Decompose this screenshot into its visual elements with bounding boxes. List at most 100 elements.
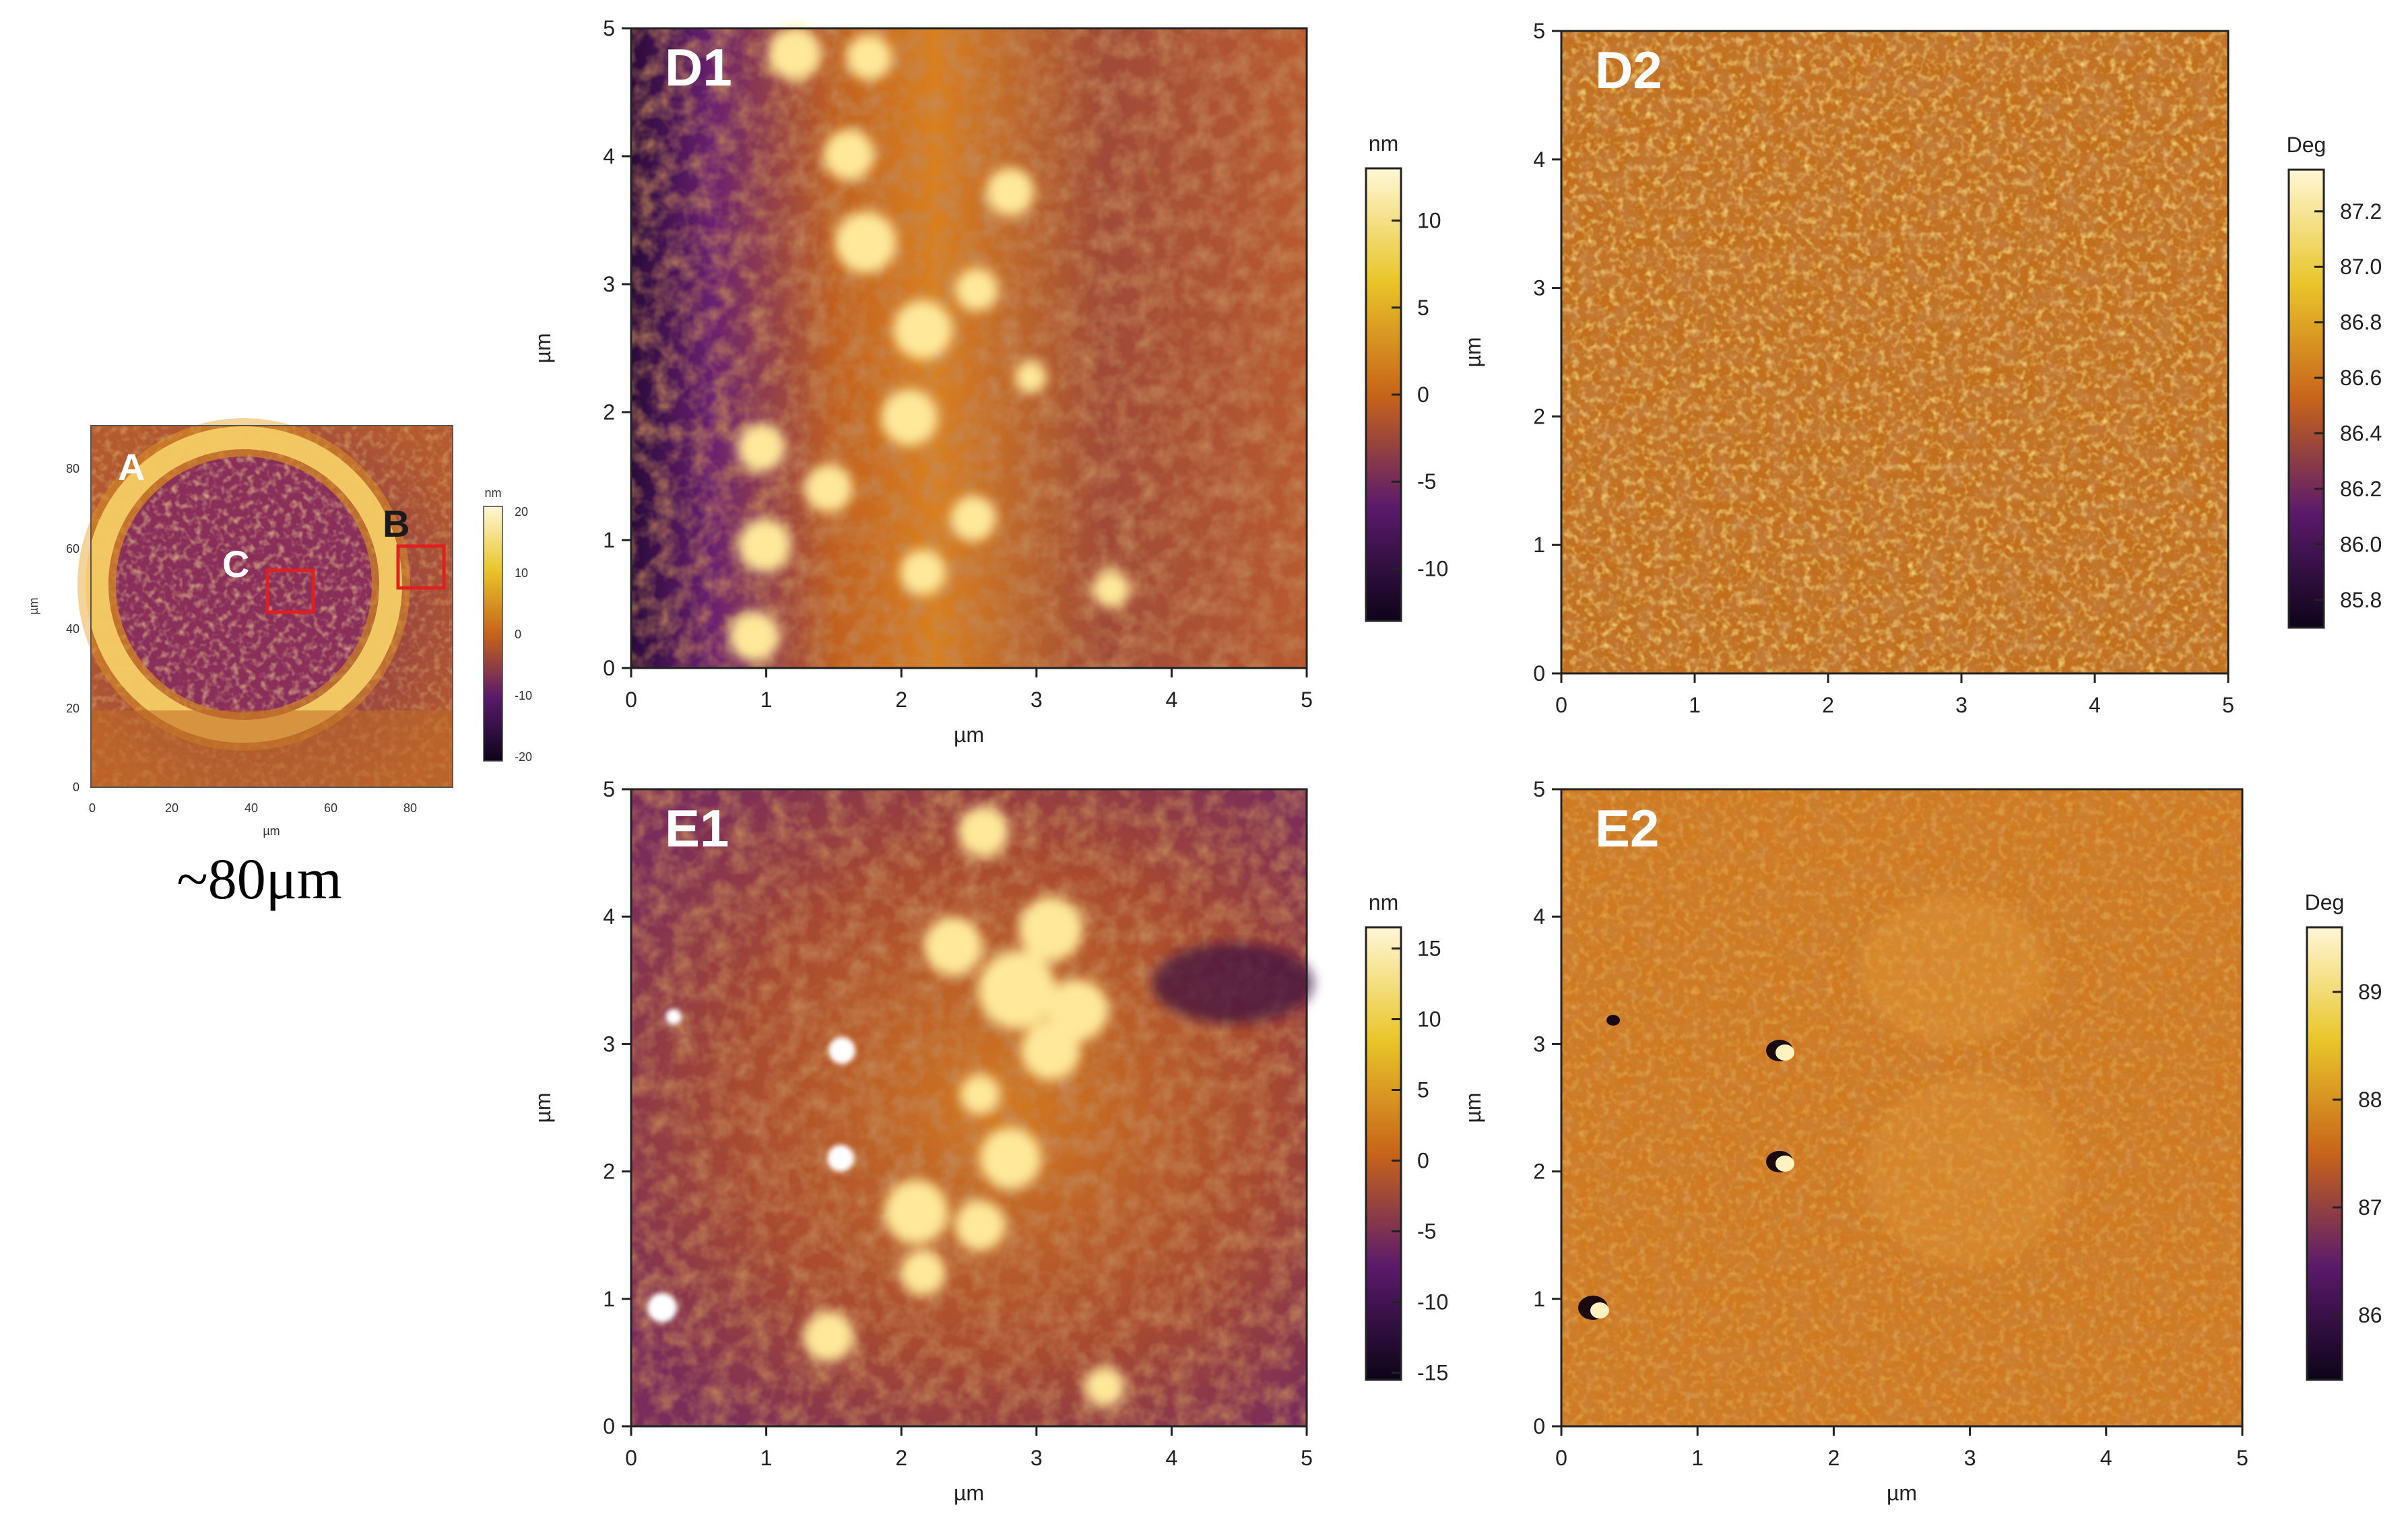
panel-e2-ytick-4: 4: [1533, 904, 1545, 929]
panel-d2-cbtick-86.6: 86.6: [2340, 366, 2382, 390]
panel-d2-ytick-4: 4: [1533, 147, 1545, 172]
panel-d2-cbtick-87.2: 87.2: [2340, 199, 2382, 224]
panel-d2-ylabel: µm: [1461, 337, 1485, 367]
panel-d1-ytick-0: 0: [603, 656, 615, 680]
panel-e1-ytick-3: 3: [603, 1032, 615, 1056]
panel-d2-cbtick-85.8: 85.8: [2340, 588, 2382, 612]
panel-e2-xtick-1: 1: [1691, 1446, 1703, 1470]
panel-e1-xtick-2: 2: [895, 1446, 907, 1470]
panel-e2-xtick-5: 5: [2236, 1446, 2248, 1470]
overview-cbtick-10: 10: [515, 566, 528, 580]
panel-e1-cbtick--10: -10: [1417, 1290, 1448, 1314]
panel-d2-xtick-5: 5: [2222, 693, 2234, 717]
panel-d2-image: [1561, 31, 2228, 673]
overview-xtick-80: 80: [403, 801, 417, 815]
overview-xtick-20: 20: [165, 801, 178, 815]
panel-d2-colorbar-unit: Deg: [2287, 133, 2326, 157]
panel-d1-xtick-5: 5: [1301, 688, 1313, 712]
panel-d1-ytick-3: 3: [603, 272, 615, 296]
panel-e2-cbtick-88: 88: [2358, 1088, 2382, 1112]
overview-cbtick-0: 0: [515, 628, 521, 641]
panel-d1-cbtick--5: -5: [1417, 469, 1436, 494]
roi-box-b: [396, 544, 446, 590]
panel-d2-xtick-0: 0: [1555, 693, 1567, 717]
panel-e2-cbtick-87: 87: [2358, 1195, 2382, 1220]
panel-d2-xtick-4: 4: [2089, 693, 2101, 717]
panel-d2-ytick-2: 2: [1533, 404, 1545, 428]
overview-cbtick-m20: -20: [515, 750, 532, 764]
panel-e1-ytick-2: 2: [603, 1160, 615, 1184]
panel-d1-xlabel: µm: [954, 723, 984, 747]
overview-ytick-60: 60: [66, 542, 79, 556]
panel-e1-ytick-0: 0: [603, 1414, 615, 1438]
panel-e2-ytick-1: 1: [1533, 1287, 1545, 1311]
panel-e1-colorbar: [1365, 926, 1402, 1381]
panel-d2-cbtick-86.4: 86.4: [2340, 422, 2382, 446]
panel-e1-xtick-5: 5: [1301, 1446, 1313, 1470]
overview-label-b: B: [383, 502, 410, 545]
panel-e1-cbtick-10: 10: [1417, 1007, 1441, 1032]
panel-d1-label: D1: [665, 38, 732, 97]
panel-e1-xlabel: µm: [954, 1481, 984, 1505]
panel-d2-ytick-3: 3: [1533, 276, 1545, 300]
panel-e1-xtick-0: 0: [625, 1446, 637, 1470]
panel-e1-image: [631, 789, 1313, 1426]
overview-ylabel: µm: [27, 597, 40, 614]
panel-d1-xtick-0: 0: [625, 688, 637, 712]
panel-e2-ylabel: µm: [1461, 1092, 1485, 1123]
panel-e1-label: E1: [665, 799, 729, 858]
panel-d2-xtick-2: 2: [1822, 693, 1834, 717]
panel-e1-cbtick--5: -5: [1417, 1220, 1436, 1244]
panel-d2-cbtick-86.2: 86.2: [2340, 477, 2382, 501]
panel-d1-xtick-2: 2: [895, 688, 907, 712]
panel-d1-colorbar: [1365, 167, 1402, 622]
panel-e2-frame: [1560, 788, 2244, 1428]
panel-e2-xtick-4: 4: [2100, 1446, 2112, 1470]
overview-cbtick-20: 20: [515, 505, 528, 519]
overview-ytick-80: 80: [66, 462, 79, 475]
panel-d2-cbtick-86.8: 86.8: [2340, 310, 2382, 335]
panel-e1-ytick-5: 5: [603, 777, 615, 801]
panel-d1-frame: [630, 27, 1308, 669]
panel-e2-ytick-2: 2: [1533, 1160, 1545, 1184]
panel-d1-ylabel: µm: [531, 333, 555, 363]
panel-d2-xtick-1: 1: [1689, 693, 1701, 717]
panel-e2-colorbar-unit: Deg: [2305, 890, 2345, 914]
overview-xlabel: µm: [263, 824, 280, 838]
panel-e2-ytick-3: 3: [1533, 1032, 1545, 1056]
panel-d2-ytick-1: 1: [1533, 533, 1545, 557]
panel-e1-ytick-4: 4: [603, 904, 615, 929]
overview-panel: A B C 0 20 40 60 80 µm 0 20 40 60 80 µm …: [27, 418, 532, 838]
overview-colorbar-unit: nm: [484, 486, 501, 500]
panel-d1-xtick-1: 1: [760, 688, 773, 712]
panel-e2-ytick-5: 5: [1533, 777, 1545, 801]
overview-xtick-0: 0: [89, 801, 96, 815]
roi-box-c: [265, 568, 315, 614]
panel-e2-image: [1561, 789, 2242, 1426]
panel-e1-colorbar-unit: nm: [1369, 890, 1398, 914]
overview-x-axis: 0 20 40 60 80 µm: [89, 801, 417, 838]
overview-y-axis: 0 20 40 60 80 µm: [27, 462, 79, 794]
panel-e1-cbtick-15: 15: [1417, 937, 1441, 961]
overview-cbtick-m10: -10: [515, 689, 532, 702]
panel-e1-xtick-1: 1: [760, 1446, 773, 1470]
panel-d1-ytick-1: 1: [603, 528, 615, 552]
panel-e2-xtick-3: 3: [1964, 1446, 1976, 1470]
panel-d1-cbtick-5: 5: [1417, 296, 1429, 320]
panel-d2-cbtick-87.0: 87.0: [2340, 255, 2382, 279]
panel-e2-xtick-2: 2: [1828, 1446, 1840, 1470]
overview-xtick-60: 60: [324, 801, 337, 815]
panel-d1-ytick-5: 5: [603, 16, 615, 40]
panel-e1-xtick-3: 3: [1031, 1446, 1043, 1470]
panel-d2-ytick-5: 5: [1533, 19, 1545, 43]
panel-e1-cbtick-5: 5: [1417, 1078, 1429, 1102]
panel-d1-colorbar-unit: nm: [1369, 131, 1398, 156]
panel-e2-cbtick-89: 89: [2358, 980, 2382, 1004]
panel-d2-label: D2: [1595, 40, 1662, 100]
panel-e1-frame: [630, 788, 1308, 1428]
panel-d1-ytick-2: 2: [603, 400, 615, 424]
overview-ytick-40: 40: [66, 622, 79, 636]
panel-d1-ytick-4: 4: [603, 144, 615, 168]
panel-d1-cbtick--10: -10: [1417, 556, 1448, 580]
